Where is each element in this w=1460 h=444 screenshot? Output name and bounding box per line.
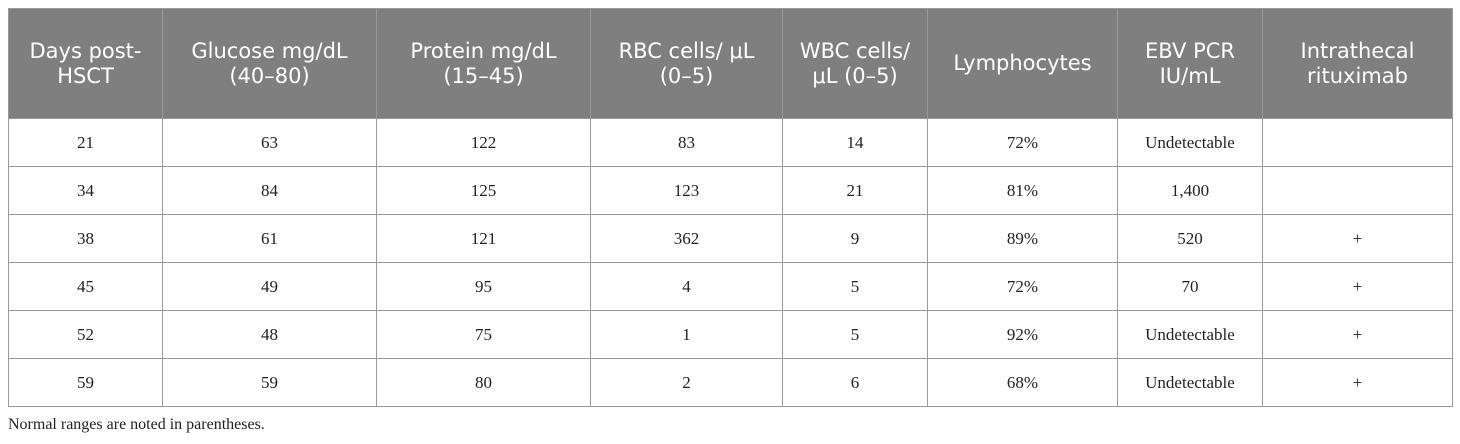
- table-cell: +: [1262, 214, 1453, 263]
- table-cell: 122: [376, 118, 591, 167]
- table-row: 21 63 122 83 14 72% Undetectable: [8, 118, 1453, 167]
- table-cell: Undetectable: [1117, 358, 1263, 407]
- table-cell: 5: [782, 310, 928, 359]
- table-cell: Undetectable: [1117, 118, 1263, 167]
- column-header: Glucose mg/dL (40–80): [162, 8, 377, 119]
- column-header: EBV PCR IU/mL: [1117, 8, 1263, 119]
- table-row: 52 48 75 1 5 92% Undetectable +: [8, 310, 1453, 359]
- column-header: WBC cells/ μL (0–5): [782, 8, 928, 119]
- table-row: 34 84 125 123 21 81% 1,400: [8, 166, 1453, 215]
- table-cell: +: [1262, 358, 1453, 407]
- column-header: Protein mg/dL (15–45): [376, 8, 591, 119]
- table-cell: 2: [590, 358, 783, 407]
- table-cell: 34: [8, 166, 163, 215]
- table-cell: 21: [782, 166, 928, 215]
- table-cell: 59: [162, 358, 377, 407]
- table-cell: 59: [8, 358, 163, 407]
- table-cell: 52: [8, 310, 163, 359]
- table-cell: 75: [376, 310, 591, 359]
- table-cell: +: [1262, 310, 1453, 359]
- table-cell: 95: [376, 262, 591, 311]
- table-cell: 72%: [927, 118, 1118, 167]
- table-cell: 1: [590, 310, 783, 359]
- table-cell: [1262, 166, 1453, 215]
- table-cell: 72%: [927, 262, 1118, 311]
- table-cell: 1,400: [1117, 166, 1263, 215]
- table-row: 38 61 121 362 9 89% 520 +: [8, 214, 1453, 263]
- header-row: Days post-HSCT Glucose mg/dL (40–80) Prote…: [8, 8, 1453, 119]
- table-cell: 83: [590, 118, 783, 167]
- table-body: 21 63 122 83 14 72% Undetectable 34 84 125 123 21 81…: [8, 118, 1453, 407]
- table-cell: Undetectable: [1117, 310, 1263, 359]
- table-cell: 45: [8, 262, 163, 311]
- table-cell: 5: [782, 262, 928, 311]
- table-cell: 123: [590, 166, 783, 215]
- table-cell: [1262, 118, 1453, 167]
- table-cell: 70: [1117, 262, 1263, 311]
- column-header: Lymphocytes: [927, 8, 1118, 119]
- table-cell: 362: [590, 214, 783, 263]
- table-cell: 63: [162, 118, 377, 167]
- table-cell: 89%: [927, 214, 1118, 263]
- data-table: Days post-HSCT Glucose mg/dL (40–80) Prote…: [8, 8, 1453, 407]
- table-cell: 80: [376, 358, 591, 407]
- table-cell: 92%: [927, 310, 1118, 359]
- footnote: Normal ranges are noted in parentheses.: [8, 416, 265, 433]
- table-cell: 48: [162, 310, 377, 359]
- column-header: Intrathecal rituximab: [1262, 8, 1453, 119]
- table-cell: 520: [1117, 214, 1263, 263]
- table-cell: 21: [8, 118, 163, 167]
- table-cell: +: [1262, 262, 1453, 311]
- table-cell: 61: [162, 214, 377, 263]
- table-row: 59 59 80 2 6 68% Undetectable +: [8, 358, 1453, 407]
- table-cell: 121: [376, 214, 591, 263]
- table-cell: 14: [782, 118, 928, 167]
- table-cell: 38: [8, 214, 163, 263]
- table-cell: 125: [376, 166, 591, 215]
- table-cell: 6: [782, 358, 928, 407]
- table-row: 45 49 95 4 5 72% 70 +: [8, 262, 1453, 311]
- table-header: Days post-HSCT Glucose mg/dL (40–80) Prote…: [8, 8, 1453, 119]
- column-header: Days post-HSCT: [8, 8, 163, 119]
- table-cell: 68%: [927, 358, 1118, 407]
- table-cell: 49: [162, 262, 377, 311]
- table-cell: 4: [590, 262, 783, 311]
- table-cell: 81%: [927, 166, 1118, 215]
- table-cell: 9: [782, 214, 928, 263]
- table-cell: 84: [162, 166, 377, 215]
- column-header: RBC cells/ μL (0–5): [590, 8, 783, 119]
